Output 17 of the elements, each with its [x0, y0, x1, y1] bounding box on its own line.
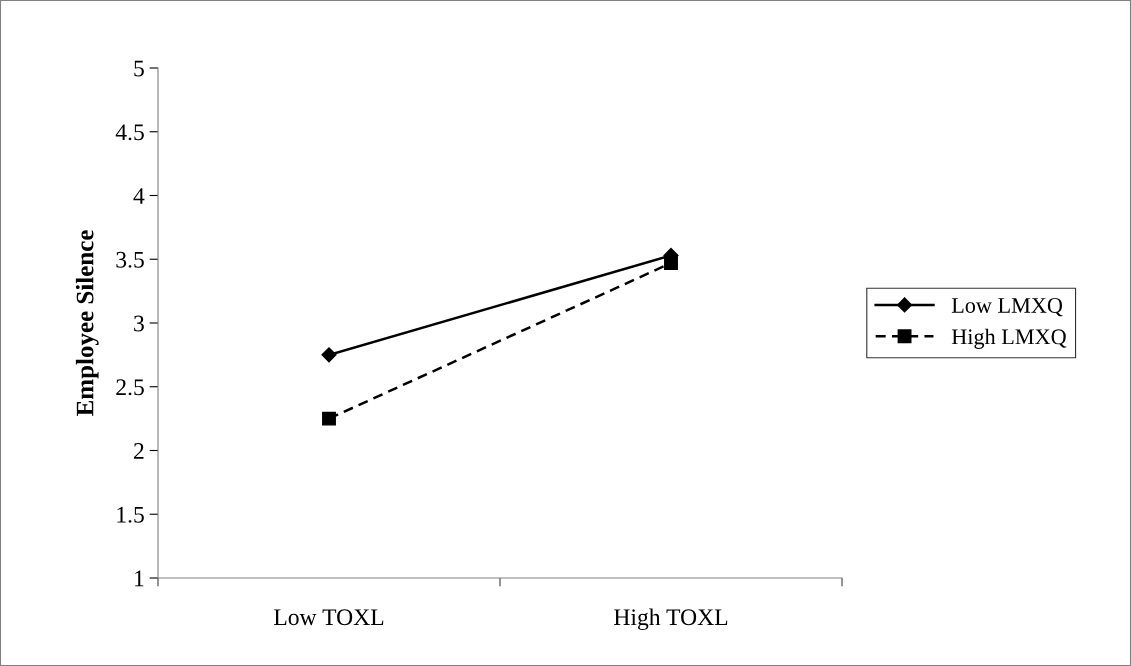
y-tick-label: 1.5 — [117, 506, 144, 523]
x-tick-label: Low TOXL — [274, 609, 384, 626]
y-axis-title: Employee Silence — [75, 230, 99, 416]
point — [322, 411, 336, 426]
point — [321, 347, 337, 363]
y-tick-label: 3.5 — [116, 251, 144, 268]
y-tick-label: 4 — [133, 188, 145, 204]
y-tick-label: 5 — [134, 60, 144, 77]
y-tick-label: 2.5 — [116, 379, 144, 396]
legend-label: Low LMXQ — [951, 297, 1063, 317]
y-tick-label: 4.5 — [115, 124, 144, 141]
y-tick-label: 2 — [134, 443, 144, 459]
point — [664, 256, 678, 271]
y-tick-label: 1 — [135, 570, 144, 587]
x-tick-label: High TOXL — [614, 608, 728, 631]
legend-label: High LMXQ — [951, 328, 1067, 349]
y-tick-label: 3 — [134, 315, 144, 332]
